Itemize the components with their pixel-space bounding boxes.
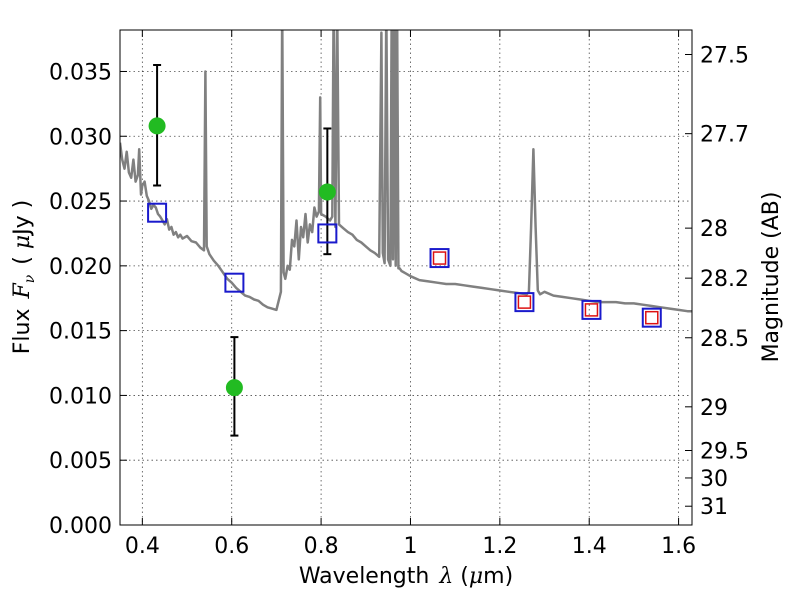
x-axis-label: Wavelength λ (μm)	[299, 564, 513, 589]
observed-point	[148, 117, 166, 135]
observed-point	[225, 379, 243, 397]
x-tick-label: 1.4	[572, 534, 607, 559]
model-photometry-inner-square	[645, 310, 659, 325]
y-tick-label: 0.000	[49, 514, 112, 539]
model-photometry-inner-square	[584, 303, 599, 317]
model-photometry-square	[641, 307, 662, 328]
model-photometry-inner-square	[517, 295, 532, 309]
y-tick-label: 0.030	[49, 125, 112, 150]
x-tick-label: 0.6	[214, 534, 249, 559]
y2-tick-label: 27.5	[700, 43, 749, 68]
x-tick-label: 0.4	[125, 534, 160, 559]
y-tick-label: 0.005	[49, 449, 112, 474]
grid-layer	[120, 30, 692, 526]
marker-layer	[147, 117, 662, 397]
y2-tick-label: 29	[700, 396, 728, 421]
y-tick-label: 0.015	[49, 320, 112, 345]
x-tick-label: 1.2	[482, 534, 517, 559]
y2-tick-label: 28	[700, 217, 728, 242]
model-photometry-square	[514, 292, 535, 313]
model-photometry-square	[581, 299, 602, 320]
x-tick-label: 0.8	[304, 534, 339, 559]
y2-tick-label: 28.2	[700, 267, 749, 292]
plot-frame	[119, 29, 693, 526]
y2-tick-label: 27.7	[700, 123, 749, 148]
y-tick-label: 0.025	[49, 190, 112, 215]
x-tick-label: 1	[403, 534, 417, 559]
y2-tick-label: 28.5	[700, 327, 749, 352]
model-photometry-square	[147, 202, 168, 223]
observed-point	[318, 183, 336, 201]
errorbar-layer	[153, 63, 332, 437]
plot-area	[120, 30, 692, 437]
model-photometry-square	[317, 223, 338, 244]
y-tick-label: 0.010	[49, 384, 112, 409]
x-tick-label: 1.6	[661, 534, 696, 559]
y-tick-label: 0.035	[49, 60, 112, 85]
y-tick-label: 0.020	[49, 255, 112, 280]
model-photometry-square	[429, 248, 450, 269]
y2-tick-label: 30	[700, 467, 728, 492]
model-photometry-inner-square	[432, 251, 447, 265]
ticks-layer: 0.4 0.6 0.8 1 1.2 1.4 1.6 0.000 0.005 0.010 0.015 0…	[49, 30, 749, 559]
y2-tick-label: 29.5	[700, 439, 749, 464]
y2-tick-label: 31	[700, 495, 728, 520]
model-photometry-square	[224, 272, 245, 293]
y-axis-label: FluxFν( μJy )	[10, 200, 38, 355]
y2-axis-label: Magnitude (AB)	[759, 192, 784, 363]
